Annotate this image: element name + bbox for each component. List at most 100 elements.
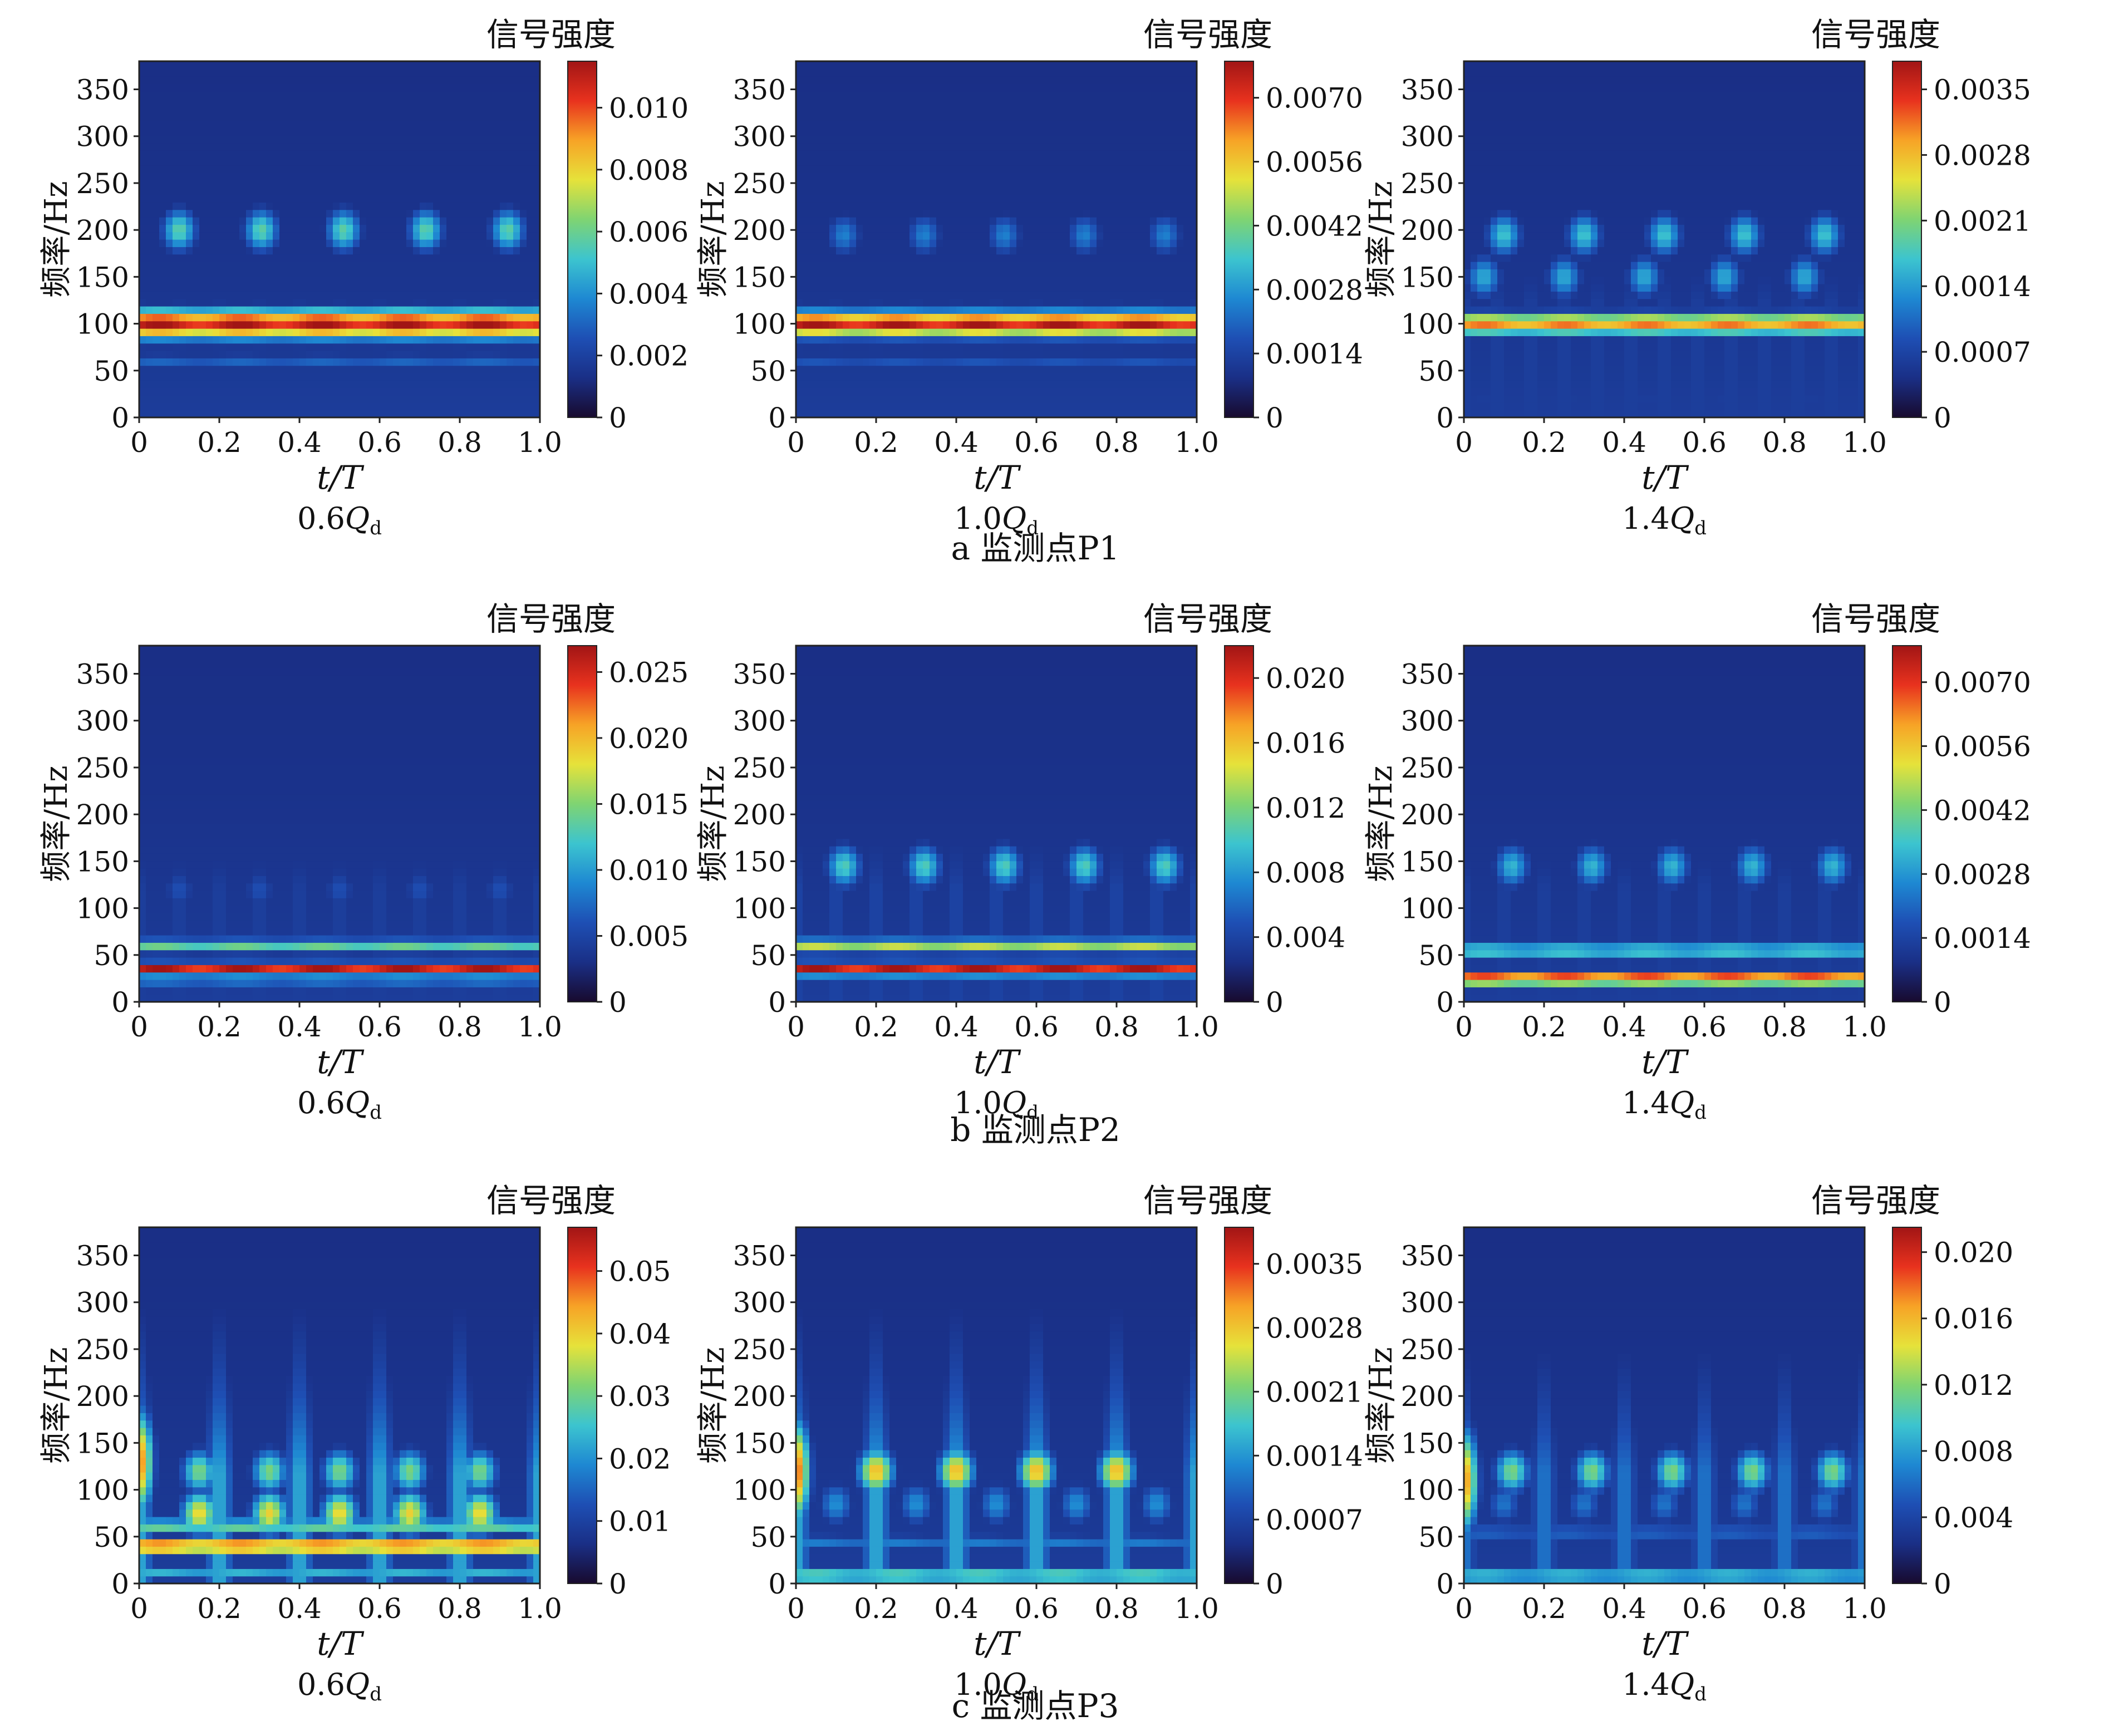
heatmap-cell — [1036, 336, 1044, 343]
heatmap-cell — [166, 351, 173, 358]
heatmap-cell — [380, 210, 387, 218]
heatmap-cell — [473, 180, 480, 188]
heatmap-cell — [433, 173, 440, 180]
heatmap-cell — [453, 336, 460, 343]
heatmap-cell — [1023, 366, 1030, 373]
heatmap-cell — [829, 380, 837, 388]
heatmap-cell — [883, 232, 890, 240]
heatmap-cell — [333, 173, 340, 180]
heatmap-cell — [393, 150, 400, 158]
heatmap-cell — [386, 121, 394, 129]
heatmap-cell — [1003, 254, 1010, 262]
heatmap-cell — [480, 328, 487, 336]
heatmap-cell — [406, 224, 414, 232]
heatmap-cell — [293, 180, 300, 188]
heatmap-cell — [1023, 284, 1030, 292]
heatmap-cell — [480, 277, 487, 284]
heatmap-cell — [206, 380, 213, 388]
heatmap-cell — [809, 277, 817, 284]
heatmap-cell — [970, 343, 977, 351]
heatmap-cell — [1063, 232, 1070, 240]
heatmap-cell — [963, 165, 970, 173]
heatmap-cell — [293, 135, 300, 143]
heatmap-cell — [520, 224, 527, 232]
heatmap-cell — [803, 195, 810, 203]
heatmap-cell — [480, 313, 487, 321]
heatmap-cell — [856, 188, 863, 195]
heatmap-cell — [193, 291, 200, 299]
heatmap-cell — [273, 239, 280, 247]
heatmap-cell — [843, 299, 850, 307]
heatmap-cell — [883, 291, 890, 299]
heatmap-cell — [159, 306, 166, 314]
heatmap-cell — [1023, 158, 1030, 165]
heatmap-cell — [513, 388, 520, 396]
heatmap-cell — [520, 83, 527, 91]
heatmap-cell — [393, 262, 400, 269]
heatmap-cell — [500, 299, 507, 307]
heatmap-cell — [1016, 254, 1024, 262]
heatmap-cell — [453, 269, 460, 277]
heatmap-cell — [193, 277, 200, 284]
heatmap-cell — [193, 135, 200, 143]
heatmap-cell — [990, 366, 997, 373]
heatmap-cell — [910, 217, 917, 225]
heatmap-cell — [1043, 143, 1050, 151]
heatmap-cell — [520, 254, 527, 262]
heatmap-cell — [527, 277, 534, 284]
heatmap-cell — [213, 165, 220, 173]
heatmap-cell — [1063, 128, 1070, 136]
heatmap-cell — [1076, 202, 1084, 210]
heatmap-cell — [936, 284, 943, 292]
heatmap-cell — [1070, 202, 1077, 210]
heatmap-cell — [976, 195, 984, 203]
heatmap-cell — [206, 99, 213, 106]
heatmap-cell — [896, 158, 903, 165]
heatmap-cell — [527, 306, 534, 314]
heatmap-cell — [186, 373, 193, 381]
heatmap-cell — [360, 217, 367, 225]
heatmap-cell — [1023, 254, 1030, 262]
heatmap-cell — [1043, 210, 1050, 218]
heatmap-cell — [353, 321, 360, 329]
heatmap-cell — [1003, 395, 1010, 403]
heatmap-cell — [883, 269, 890, 277]
heatmap-cell — [326, 91, 333, 99]
heatmap-cell — [520, 380, 527, 388]
heatmap-cell — [420, 262, 427, 269]
heatmap-cell — [239, 188, 247, 195]
heatmap-cell — [159, 99, 166, 106]
heatmap-cell — [400, 128, 407, 136]
heatmap-cell — [836, 313, 843, 321]
heatmap-cell — [353, 165, 360, 173]
heatmap-cell — [823, 291, 830, 299]
heatmap-cell — [346, 76, 353, 84]
heatmap-cell — [446, 180, 454, 188]
heatmap-cell — [453, 158, 460, 165]
heatmap-cell — [406, 121, 414, 129]
heatmap-cell — [1036, 202, 1044, 210]
heatmap-cell — [313, 262, 320, 269]
heatmap-cell — [319, 366, 327, 373]
heatmap-cell — [466, 373, 474, 381]
heatmap-cell — [279, 128, 287, 136]
heatmap-cell — [266, 91, 273, 99]
heatmap-cell — [1016, 106, 1024, 114]
heatmap-cell — [366, 76, 373, 84]
heatmap-cell — [520, 217, 527, 225]
heatmap-cell — [486, 402, 494, 410]
heatmap-cell — [889, 135, 897, 143]
heatmap-cell — [213, 262, 220, 269]
heatmap-cell — [253, 291, 260, 299]
heatmap-cell — [916, 380, 923, 388]
heatmap-cell — [1076, 128, 1084, 136]
heatmap-cell — [306, 61, 313, 69]
heatmap-cell — [440, 150, 447, 158]
heatmap-cell — [983, 373, 990, 381]
heatmap-cell — [360, 195, 367, 203]
heatmap-cell — [473, 106, 480, 114]
heatmap-cell — [1003, 76, 1010, 84]
heatmap-cell — [520, 388, 527, 396]
heatmap-cell — [440, 380, 447, 388]
heatmap-cell — [319, 284, 327, 292]
